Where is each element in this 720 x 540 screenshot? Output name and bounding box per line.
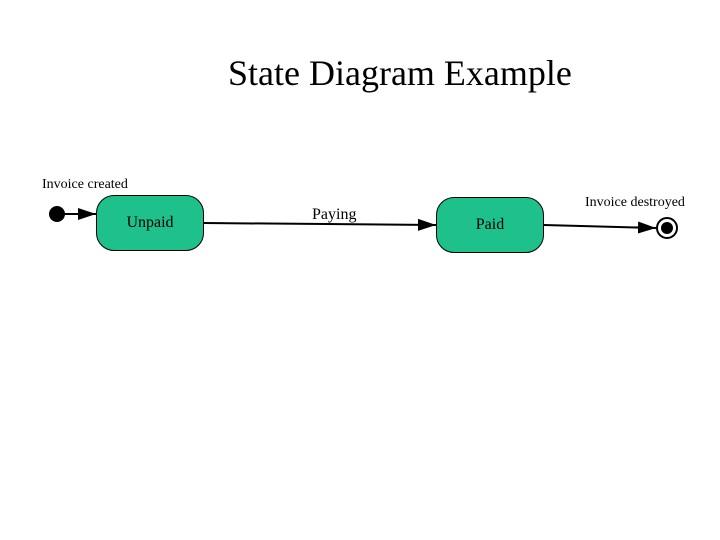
state-paid-label: Paid: [476, 216, 504, 234]
label-invoice-destroyed: Invoice destroyed: [585, 195, 685, 211]
state-paid: Paid: [436, 197, 544, 253]
transition-paid-to-final: [544, 225, 656, 228]
state-unpaid: Unpaid: [96, 195, 204, 251]
state-unpaid-label: Unpaid: [126, 214, 173, 232]
diagram-title: State Diagram Example: [228, 52, 572, 94]
final-node-icon: [657, 218, 677, 238]
initial-node-icon: [49, 206, 65, 222]
label-paying: Paying: [312, 206, 356, 224]
label-invoice-created: Invoice created: [42, 177, 128, 193]
